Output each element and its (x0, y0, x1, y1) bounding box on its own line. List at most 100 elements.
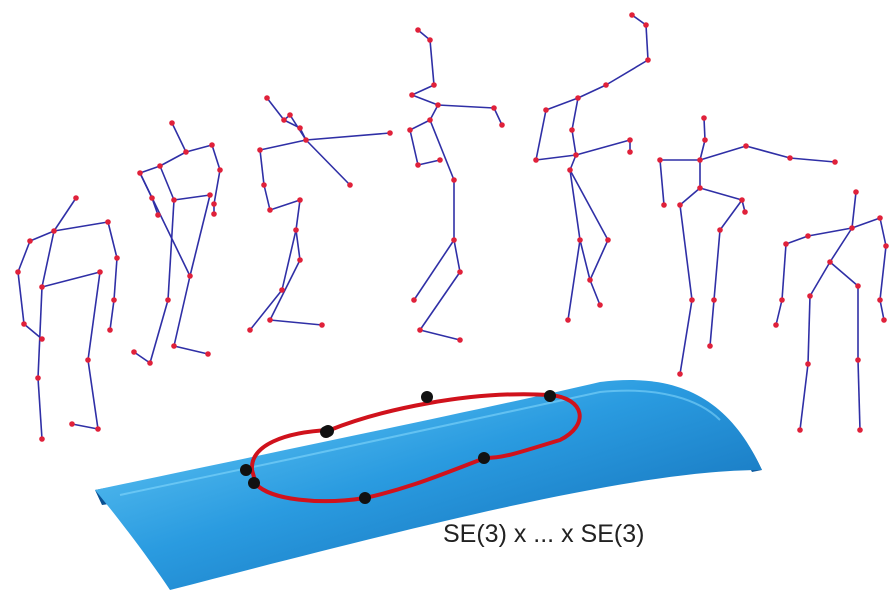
joint (187, 273, 193, 279)
bone (679, 204, 693, 301)
joint (697, 185, 703, 191)
joint (451, 237, 457, 243)
joint (857, 427, 863, 433)
joint (565, 317, 571, 323)
joint (347, 182, 353, 188)
joint (779, 297, 785, 303)
bone (789, 157, 836, 163)
bone (589, 279, 601, 306)
joint (209, 142, 215, 148)
bone (713, 229, 721, 301)
manifold-label: SE(3) x ... x SE(3) (443, 520, 645, 548)
bone (879, 245, 887, 301)
bone (679, 187, 701, 206)
joint (319, 322, 325, 328)
joint (657, 157, 663, 163)
joint (711, 297, 717, 303)
joint (883, 243, 889, 249)
joint (431, 82, 437, 88)
joint (264, 95, 270, 101)
joint (114, 255, 120, 261)
joint (387, 130, 393, 136)
joint (39, 436, 45, 442)
bone (807, 295, 811, 365)
joint (157, 163, 163, 169)
bone (571, 129, 577, 156)
bone (185, 144, 213, 153)
joint (415, 162, 421, 168)
joint (137, 170, 143, 176)
bone (17, 271, 25, 325)
bone (23, 323, 43, 340)
bone (577, 84, 607, 99)
bone (807, 227, 853, 237)
bone (699, 139, 706, 161)
bone (429, 104, 439, 121)
bone (719, 199, 743, 231)
joint (575, 95, 581, 101)
joint (643, 22, 649, 28)
bone (781, 243, 787, 301)
joint (427, 117, 433, 123)
joint (27, 238, 33, 244)
joint (457, 269, 463, 275)
joint (211, 211, 217, 217)
joint (149, 195, 155, 201)
joint (415, 27, 421, 33)
joint (832, 159, 838, 165)
joint (217, 167, 223, 173)
bone (417, 159, 441, 166)
bone (71, 423, 99, 430)
joint (707, 343, 713, 349)
joint (427, 37, 433, 43)
joint (107, 327, 113, 333)
joint (702, 137, 708, 143)
bone (266, 97, 285, 121)
bone (173, 194, 211, 201)
joint (533, 157, 539, 163)
bone (545, 97, 579, 111)
joint (805, 233, 811, 239)
joint (577, 237, 583, 243)
bone (41, 271, 101, 288)
joint (15, 269, 21, 275)
joint (95, 426, 101, 432)
joint (267, 207, 273, 213)
bone (167, 199, 175, 301)
bone (139, 172, 191, 277)
bone (53, 197, 77, 232)
joint (171, 197, 177, 203)
joint (645, 57, 651, 63)
bone (263, 184, 271, 211)
bone (139, 165, 161, 174)
bone (413, 239, 455, 301)
joint (739, 197, 745, 203)
joint (205, 351, 211, 357)
joint (877, 297, 883, 303)
bone (37, 286, 43, 379)
joint (69, 421, 75, 427)
joint (51, 228, 57, 234)
bone (809, 261, 831, 297)
joint (499, 122, 505, 128)
bone (851, 217, 881, 229)
bone (189, 194, 211, 277)
manifold-surface (95, 380, 762, 590)
bone (569, 169, 581, 241)
joint (39, 284, 45, 290)
joint (787, 155, 793, 161)
joint (597, 302, 603, 308)
joint (853, 189, 859, 195)
joint (417, 327, 423, 333)
bone (411, 84, 435, 96)
bone (745, 145, 791, 159)
joint (261, 182, 267, 188)
joint (165, 297, 171, 303)
joint (409, 92, 415, 98)
joint (773, 322, 779, 328)
joint (491, 105, 497, 111)
bone (159, 151, 187, 167)
skeleton-5 (533, 12, 651, 323)
bone (535, 109, 547, 161)
trajectory-point (240, 464, 252, 476)
